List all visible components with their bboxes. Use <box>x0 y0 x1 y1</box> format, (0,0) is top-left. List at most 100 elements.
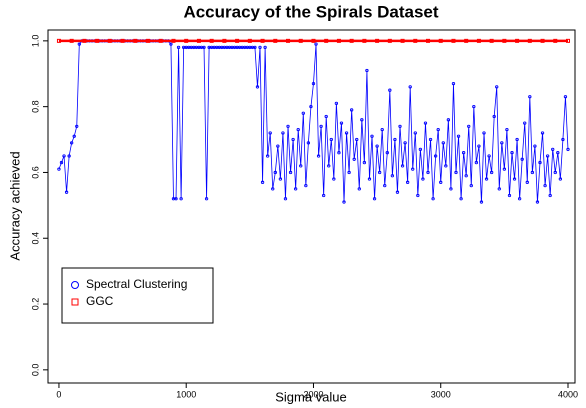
point <box>258 45 262 50</box>
point <box>322 193 326 198</box>
point <box>107 38 112 43</box>
point <box>464 174 468 178</box>
point <box>393 137 397 142</box>
x-tick-label: 3000 <box>431 389 451 399</box>
point <box>512 177 517 181</box>
point <box>362 38 367 43</box>
point <box>551 147 555 152</box>
point <box>377 170 382 175</box>
point <box>349 38 354 43</box>
point <box>72 134 76 138</box>
point <box>301 111 305 115</box>
point <box>528 95 532 99</box>
point <box>360 118 364 122</box>
point <box>209 38 214 43</box>
point <box>337 151 341 155</box>
point <box>309 105 313 109</box>
point <box>451 81 456 86</box>
point <box>202 45 206 50</box>
point <box>527 38 532 43</box>
point <box>464 38 469 43</box>
point <box>431 197 435 201</box>
point <box>563 95 568 99</box>
point <box>56 38 61 43</box>
legend-label: GGC <box>86 294 114 308</box>
point <box>540 131 545 135</box>
chart-title: Accuracy of the Spirals Dataset <box>183 2 438 21</box>
point <box>428 137 433 142</box>
point <box>69 38 74 43</box>
plot-frame <box>47 29 576 384</box>
point <box>484 177 489 181</box>
point <box>515 137 519 142</box>
point <box>500 141 504 145</box>
y-tick-label: 0.4 <box>30 232 40 245</box>
point <box>436 128 440 132</box>
point <box>441 141 445 145</box>
point <box>561 137 565 142</box>
x-tick-label: 2000 <box>303 389 323 399</box>
point <box>454 170 458 175</box>
point <box>439 180 443 184</box>
point <box>553 38 558 43</box>
point <box>95 38 100 43</box>
x-tick-label: 1000 <box>176 389 196 399</box>
point <box>426 170 430 175</box>
point <box>489 170 494 175</box>
point <box>120 38 125 43</box>
point <box>474 160 479 165</box>
point <box>395 190 400 194</box>
point <box>158 38 163 43</box>
point <box>235 38 240 43</box>
point <box>540 38 545 43</box>
point <box>398 124 402 129</box>
point <box>533 144 537 148</box>
point <box>82 38 87 43</box>
point <box>283 197 288 201</box>
point <box>319 124 323 129</box>
point <box>543 183 547 188</box>
point <box>169 42 173 46</box>
point <box>273 38 278 43</box>
point <box>362 160 367 165</box>
point <box>311 38 316 43</box>
point <box>352 157 356 161</box>
point <box>62 154 66 158</box>
point <box>255 85 260 89</box>
point <box>438 38 443 43</box>
point <box>171 38 176 43</box>
point <box>344 131 349 135</box>
point <box>291 137 295 142</box>
point <box>372 197 377 201</box>
point <box>294 187 298 191</box>
point <box>505 128 509 132</box>
point <box>535 200 540 204</box>
point <box>405 180 410 184</box>
point <box>413 38 418 43</box>
point <box>451 38 456 43</box>
point <box>548 193 552 198</box>
point <box>288 170 293 175</box>
x-tick-label: 0 <box>56 389 61 399</box>
point <box>423 121 428 125</box>
point <box>482 131 486 135</box>
point <box>204 197 209 201</box>
point <box>253 45 257 50</box>
legend-label: Spectral Clustering <box>86 277 187 291</box>
point <box>347 170 351 175</box>
point <box>472 105 476 109</box>
point <box>268 131 272 135</box>
point <box>59 160 64 165</box>
point <box>184 38 189 43</box>
point <box>196 38 201 43</box>
point <box>367 177 372 181</box>
y-tick-label: 0.0 <box>30 364 40 377</box>
point <box>355 137 359 142</box>
point <box>479 200 484 204</box>
point <box>357 187 361 191</box>
point <box>329 137 333 142</box>
point <box>334 101 339 106</box>
point <box>390 174 395 178</box>
point <box>556 151 560 155</box>
point <box>314 42 318 46</box>
